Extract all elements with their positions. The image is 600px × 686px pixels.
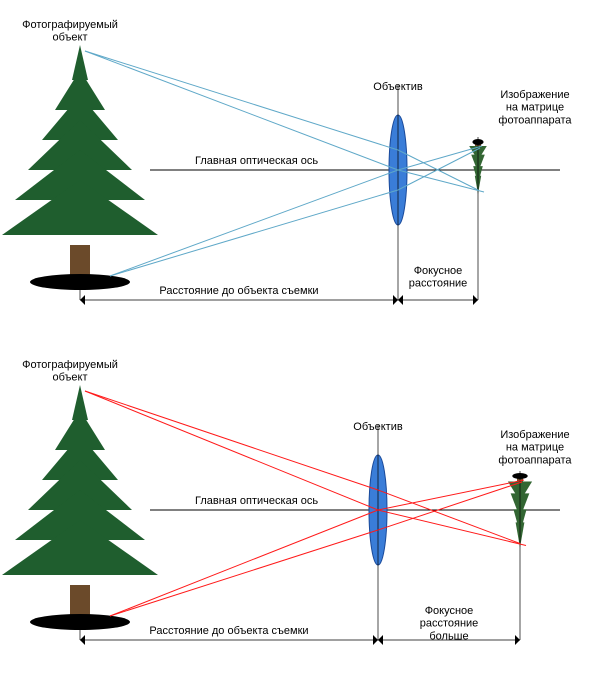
ray <box>85 391 378 490</box>
object-distance-label: Расстояние до объекта съемки <box>159 285 318 297</box>
object-tree <box>2 45 158 290</box>
axis-label: Главная оптическая ось <box>195 495 318 507</box>
image-label: Изображениена матрицефотоаппарата <box>498 429 572 466</box>
lens-label: Объектив <box>353 421 403 433</box>
axis-label: Главная оптическая ось <box>195 155 318 167</box>
object-label: Фотографируемыйобъект <box>22 359 118 384</box>
object-distance-label: Расстояние до объекта съемки <box>149 625 308 637</box>
object-tree <box>2 385 158 630</box>
focal-distance-label: Фокусноерасстояниебольше <box>420 605 479 642</box>
focal-distance-label: Фокусноерасстояние <box>409 265 468 290</box>
lens-label: Объектив <box>373 81 423 93</box>
object-label: Фотографируемыйобъект <box>22 19 118 44</box>
optics-diagram: Фотографируемыйобъект Главная оптическая … <box>0 0 600 686</box>
ray <box>85 51 398 150</box>
diagram-panel: Фотографируемыйобъект Главная оптическая … <box>2 19 572 305</box>
image-label: Изображениена матрицефотоаппарата <box>498 89 572 126</box>
diagram-panel: Фотографируемыйобъект Главная оптическая … <box>2 359 572 645</box>
